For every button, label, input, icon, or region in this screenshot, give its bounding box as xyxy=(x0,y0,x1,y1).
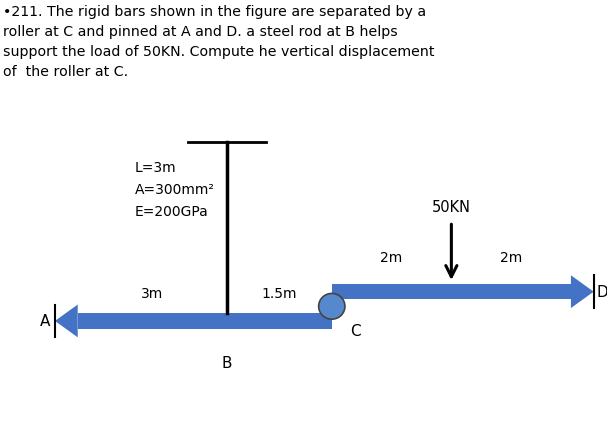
Text: C: C xyxy=(350,323,361,338)
Text: E=200GPa: E=200GPa xyxy=(135,205,208,219)
Bar xyxy=(78,314,332,329)
Text: 2m: 2m xyxy=(500,250,522,264)
Polygon shape xyxy=(55,305,78,338)
Text: A: A xyxy=(39,314,50,328)
Text: 50KN: 50KN xyxy=(432,200,471,215)
Circle shape xyxy=(319,294,345,319)
Text: L=3m: L=3m xyxy=(135,161,176,175)
Text: A=300mm²: A=300mm² xyxy=(135,183,214,197)
Polygon shape xyxy=(571,276,594,308)
Text: 3m: 3m xyxy=(141,287,163,301)
Text: 1.5m: 1.5m xyxy=(262,287,297,301)
Bar xyxy=(332,284,571,300)
Text: 2m: 2m xyxy=(381,250,402,264)
Text: B: B xyxy=(222,355,232,370)
Text: •211. The rigid bars shown in the figure are separated by a
roller at C and pinn: •211. The rigid bars shown in the figure… xyxy=(3,5,435,79)
Text: D: D xyxy=(596,285,607,300)
